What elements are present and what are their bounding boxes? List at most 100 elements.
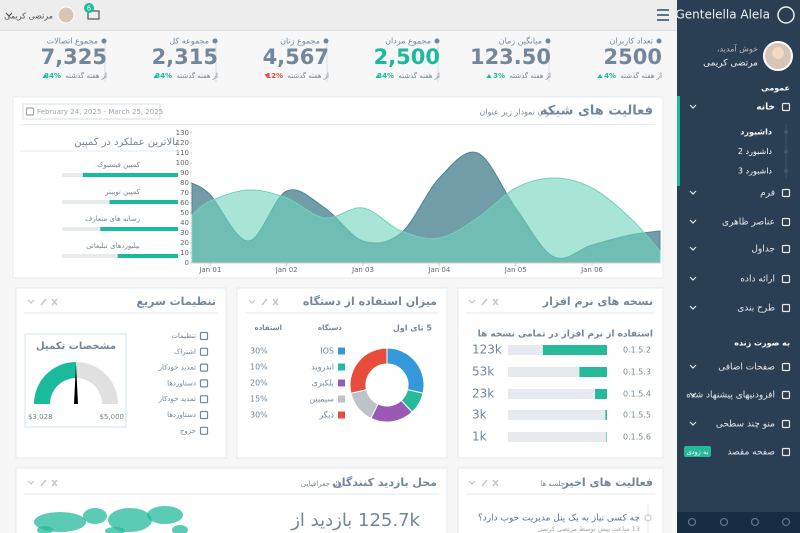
menu-item[interactable]: فرم [760,189,775,199]
stat-change: 3% [493,72,505,80]
bar-value-label: 23k [472,387,494,401]
date-range: February 24, 2025 - March 25, 2025 [37,108,163,116]
submenu-dot [784,169,788,173]
user-name[interactable]: مرتضی کریمی [4,12,53,21]
stat-label: مجموع مردان [385,37,431,46]
bar-label: کمپین توییتر [104,188,140,196]
x-tick-label: Jan 02 [275,266,298,274]
gauge-tick-label: $5,000 [100,413,125,421]
legend-swatch [338,379,345,387]
y-tick-label: 60 [180,199,189,207]
submenu-dot [784,130,788,134]
badge-text: به زودی [687,448,709,456]
bar [606,432,607,442]
settings-item[interactable]: اشتراک [174,348,196,356]
footer-icon[interactable] [750,517,760,527]
panel-close[interactable] [492,298,499,306]
panel-tool[interactable] [40,298,47,306]
settings-item[interactable]: دستاوردها [167,411,196,419]
icon [781,303,791,313]
menu-item[interactable]: صفحه مقصد [727,448,775,458]
date-picker[interactable] [22,103,161,120]
submenu-item[interactable]: داشبورد 3 [738,167,773,176]
panel-close[interactable] [272,298,279,306]
menu-item[interactable]: افزودنیهای پیشنهاد شده [686,391,775,401]
stat-change: 34% [155,72,172,80]
x-tick-label: Jan 03 [351,266,374,274]
panel-title: نسخه های نرم افزار [542,295,653,308]
panel-subtitle: ارائه جغرافیایی [301,480,345,488]
chevron [248,299,256,304]
list-icon [199,426,209,435]
bar [109,200,178,204]
bar-label: 0.1.5.5 [623,411,651,420]
bar-track [508,367,607,377]
gauge-fill [34,362,76,404]
stat-icon [323,38,329,44]
panel-title: فعالیت های شبکه [540,104,653,119]
menu-item[interactable]: طرح بندی [737,304,775,314]
chevron [27,480,35,485]
icon [781,390,791,400]
settings-item[interactable]: تمدید خودکار [158,364,196,372]
panel-close[interactable] [51,479,58,487]
stat-label: مجموع اتصالات [47,37,98,46]
menu-item[interactable]: صفحات اضافی [718,363,775,373]
panel-tool[interactable] [261,298,268,306]
stat-note: از هفته گذشته [398,71,440,80]
y-tick-label: 10 [180,249,189,257]
chevron [27,299,35,304]
panel-close[interactable] [51,298,58,306]
menu-item[interactable]: منو چند سطحی [716,420,775,430]
y-tick-label: 80 [180,179,189,187]
panel-subtitle: عنوان نمودار زیر عنوان [479,108,557,117]
bar-track [508,410,607,420]
menu-item[interactable]: جداول [751,245,775,255]
chevron [689,421,697,426]
footer-icon[interactable] [719,517,729,527]
stat-value: 2,315 [152,45,218,69]
column-header: استفاده [254,324,282,332]
legend-label: سیمبین [309,395,334,404]
list-icon [199,395,209,404]
panel-tool[interactable] [40,479,47,487]
stat-value: 2,500 [374,45,440,69]
bar [117,254,178,258]
activity-title[interactable]: چه کسی نیاز به یک پنل مدیریت خوب دارد؟ [478,514,640,524]
x-tick-label: Jan 01 [198,266,221,274]
gauge-tick-label: $3,028 [28,413,53,421]
welcome-text: خوش آمدید، [717,44,758,54]
settings-item[interactable]: تمدید خودکار [158,395,196,403]
legend-swatch [338,395,345,403]
submenu-item[interactable]: داشبورد 2 [738,147,773,156]
menu-item[interactable]: خانه [756,103,775,113]
chevron [689,190,697,195]
section-title: به صورت زنده [734,339,790,348]
trend-arrow [153,74,159,78]
settings-item[interactable]: تنظیمات [171,332,196,340]
stat-icon [101,38,107,44]
chevron [689,305,697,310]
legend-label: اندروید [311,363,334,372]
footer-icon[interactable] [687,517,697,527]
y-tick-label: 70 [180,189,189,197]
panel-tool[interactable] [481,298,488,306]
settings-item[interactable]: خروج [180,427,196,435]
y-tick-label: 40 [180,219,189,227]
footer-icon[interactable] [781,517,791,527]
stat-value: 4,567 [263,45,329,69]
bar-label: 0.1.5.4 [623,390,651,399]
settings-item[interactable]: دستاوردها [167,379,196,387]
panel-subtitle: جلسه ها [540,480,565,488]
activity-meta: 13 ساعت پیش توسط مرتضی کریمی [537,525,640,533]
bar-value-label: 123k [472,343,502,357]
menu-item[interactable]: عناصر ظاهری [722,218,775,228]
usage-value: 20% [250,379,268,388]
avatar-face [772,47,784,59]
panel-close[interactable] [492,479,499,487]
y-tick-label: 90 [180,169,189,177]
submenu-item[interactable]: داشبورد [740,128,772,137]
menu-item[interactable]: ارائه داده [740,275,775,285]
panel-tool[interactable] [481,479,488,487]
